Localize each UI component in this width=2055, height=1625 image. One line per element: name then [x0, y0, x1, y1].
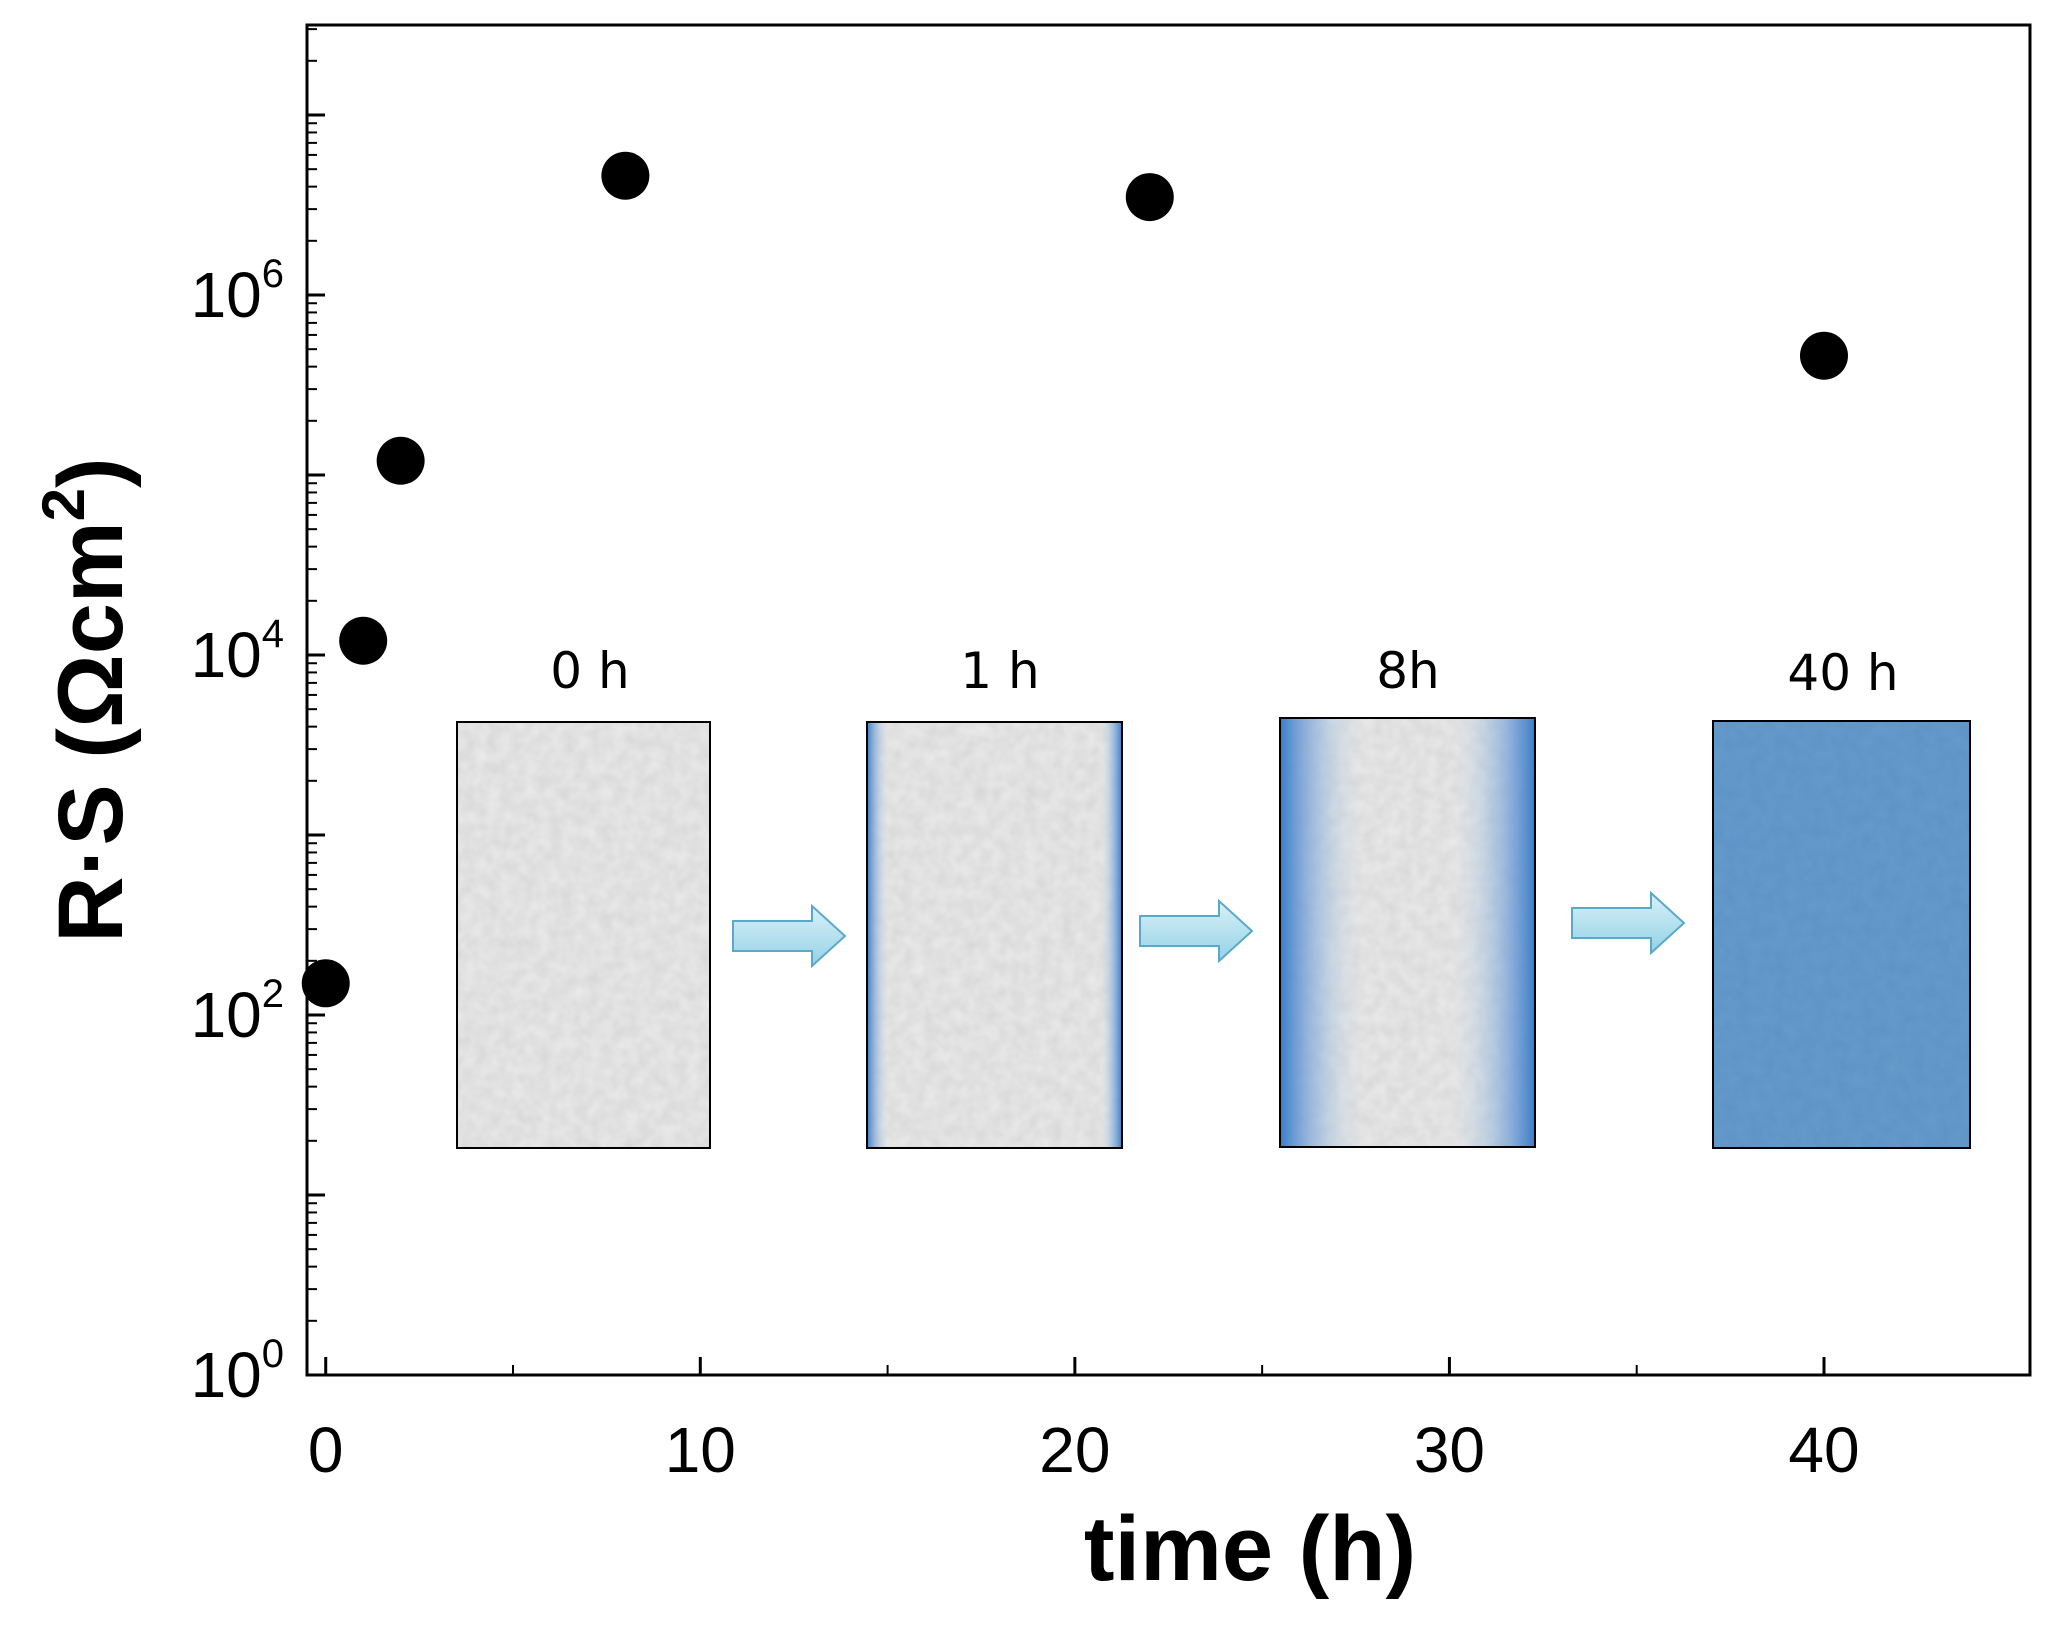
arrow-icon-1 [732, 903, 847, 969]
x-axis-title: time (h) [1084, 1498, 1416, 1600]
y-tick-label: 106 [191, 252, 284, 331]
penetration-inset: 0 h 1 h 8h 40 h [456, 642, 1971, 1149]
y-tick-exp: 4 [262, 612, 284, 656]
y-axis-title-close: ) [40, 457, 142, 488]
data-point [339, 616, 388, 665]
sample-0h [456, 721, 711, 1149]
x-tick-label: 40 [1788, 1414, 1859, 1486]
y-tick-base: 10 [191, 259, 262, 331]
inset-label-1h: 1 h [960, 642, 1039, 700]
x-tick-label: 30 [1414, 1414, 1485, 1486]
y-axis-title-main: R·S (Ωcm [40, 521, 142, 942]
y-tick-base: 10 [191, 1339, 262, 1411]
data-point [301, 959, 350, 1008]
arrow-icon-2 [1139, 898, 1254, 964]
sample-40h [1712, 720, 1971, 1149]
y-tick-exp: 0 [262, 1332, 284, 1376]
y-tick-base: 10 [191, 979, 262, 1051]
y-tick-exp: 6 [262, 252, 284, 296]
x-axis: 0 10 20 30 40 [308, 1357, 1860, 1486]
inset-label-0h: 0 h [550, 642, 629, 700]
data-point [1799, 331, 1848, 380]
y-axis-title-sup: 2 [30, 488, 97, 521]
data-points [301, 151, 1848, 1008]
arrow-icon-3 [1571, 890, 1686, 956]
y-tick-exp: 2 [262, 972, 284, 1016]
y-tick-label: 100 [191, 1332, 284, 1411]
y-axis-title: R·S (Ωcm2) [30, 457, 142, 942]
inset-label-40h: 40 h [1787, 644, 1898, 702]
x-tick-label: 20 [1039, 1414, 1110, 1486]
x-tick-label: 0 [308, 1414, 344, 1486]
y-tick-label: 102 [191, 972, 284, 1051]
data-point [1125, 173, 1174, 222]
y-tick-label: 104 [191, 612, 284, 691]
plot-frame [305, 23, 2032, 1377]
inset-label-8h: 8h [1376, 642, 1440, 700]
x-tick-label: 10 [665, 1414, 736, 1486]
sample-8h [1279, 717, 1536, 1148]
y-tick-base: 10 [191, 619, 262, 691]
sample-1h [866, 721, 1123, 1149]
data-point [376, 436, 425, 485]
data-point [601, 151, 650, 200]
